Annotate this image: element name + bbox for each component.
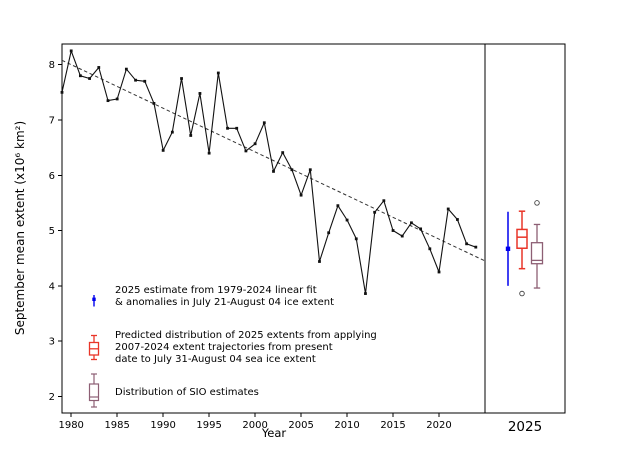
series-point-marker (410, 221, 413, 225)
y-tick-label: 3 (49, 337, 55, 348)
series-point-marker (253, 142, 257, 146)
y-axis-label: September mean extent (x10⁶ km²) (13, 120, 27, 336)
series-point-marker (354, 237, 358, 241)
series-point-marker (97, 66, 101, 69)
series-point-marker (299, 193, 303, 197)
series-point-marker (474, 245, 478, 249)
series-point-marker (290, 168, 294, 172)
series-point-marker (244, 149, 248, 153)
series-point-marker (69, 49, 73, 53)
blue-errorbar-icon (92, 297, 96, 301)
purple-boxplot-icon (88, 383, 100, 402)
x-tick-label: 1995 (196, 420, 221, 431)
series-point-marker (161, 148, 165, 152)
legend-text-line: & anomalies in July 21-August 04 ice ext… (115, 297, 335, 309)
series-point-marker (391, 229, 395, 232)
predicted-boxplot-outlier-marker (519, 290, 525, 297)
series-point-marker (115, 97, 119, 101)
series-point-marker (281, 151, 285, 154)
y-tick-label: 4 (49, 281, 55, 292)
series-point-marker (170, 130, 174, 134)
series-point-marker (134, 78, 137, 82)
sio-boxplot-box (530, 242, 544, 265)
legend-item-predicted-distribution: Predicted distribution of 2025 extents f… (115, 330, 377, 367)
legend-item-estimate: 2025 estimate from 1979-2024 linear fit … (115, 285, 334, 309)
y-tick-label: 5 (49, 226, 55, 237)
legend-text-line: 2007-2024 extent trajectories from prese… (115, 342, 333, 354)
series-point-marker (373, 210, 377, 214)
series-point-marker (226, 126, 229, 130)
series-point-marker (106, 99, 110, 103)
series-point-marker (456, 218, 459, 221)
estimate-marker (505, 246, 511, 251)
series-point-marker (446, 207, 450, 211)
series-point-marker (180, 77, 183, 80)
series-point-marker (88, 77, 91, 80)
panel-2025-tick-label: 2025 (508, 419, 542, 435)
series-point-marker (189, 134, 193, 137)
x-tick-label: 2010 (334, 420, 359, 431)
series-point-marker (364, 292, 367, 295)
sio-boxplot-outlier-marker (534, 200, 540, 206)
plot-border (61, 43, 566, 414)
series-point-marker (198, 92, 202, 95)
x-tick-label: 2000 (242, 420, 267, 431)
y-tick-label: 7 (49, 115, 55, 126)
series-point-marker (400, 234, 404, 238)
series-point-marker (428, 247, 432, 251)
series-point-marker (345, 218, 349, 222)
series-point-marker (216, 71, 220, 75)
extent-series-line (61, 50, 476, 295)
series-point-marker (382, 199, 386, 203)
series-point-marker (124, 67, 128, 71)
series-point-marker (78, 74, 82, 78)
x-tick-label: 1990 (150, 420, 175, 431)
y-tick-label: 6 (49, 171, 55, 182)
series-point-marker (419, 227, 423, 231)
series-point-marker (207, 151, 211, 155)
series-point-marker (336, 204, 340, 208)
legend-text-line: date to July 31-August 04 sea ice extent (115, 354, 316, 366)
series-point-marker (465, 242, 469, 246)
predicted-boxplot-box (516, 228, 528, 249)
series-point-marker (437, 270, 441, 274)
series-point-marker (60, 90, 64, 94)
legend-text-line: Distribution of SIO estimates (115, 387, 259, 398)
series-point-marker (327, 231, 331, 235)
x-tick-label: 2020 (426, 420, 451, 431)
series-point-marker (143, 79, 147, 83)
trend-line (61, 59, 486, 262)
series-point-marker (152, 101, 156, 105)
x-tick-label: 1985 (104, 420, 129, 431)
legend-item-sio-distribution: Distribution of SIO estimates (115, 387, 259, 399)
series-point-marker (235, 126, 239, 130)
y-tick-label: 2 (49, 392, 55, 403)
series-point-marker (308, 168, 312, 172)
x-tick-label: 1980 (58, 420, 83, 431)
series-point-marker (318, 260, 321, 263)
legend-text-line: Predicted distribution of 2025 extents f… (115, 330, 377, 341)
x-axis-label: Year (261, 426, 287, 440)
series-point-marker (262, 121, 266, 125)
series-point-marker (272, 169, 275, 173)
x-tick-label: 2005 (288, 420, 313, 431)
y-tick-label: 8 (49, 60, 55, 71)
legend-text-line: 2025 estimate from 1979-2024 linear fit (115, 285, 317, 296)
x-tick-label: 2015 (380, 420, 405, 431)
